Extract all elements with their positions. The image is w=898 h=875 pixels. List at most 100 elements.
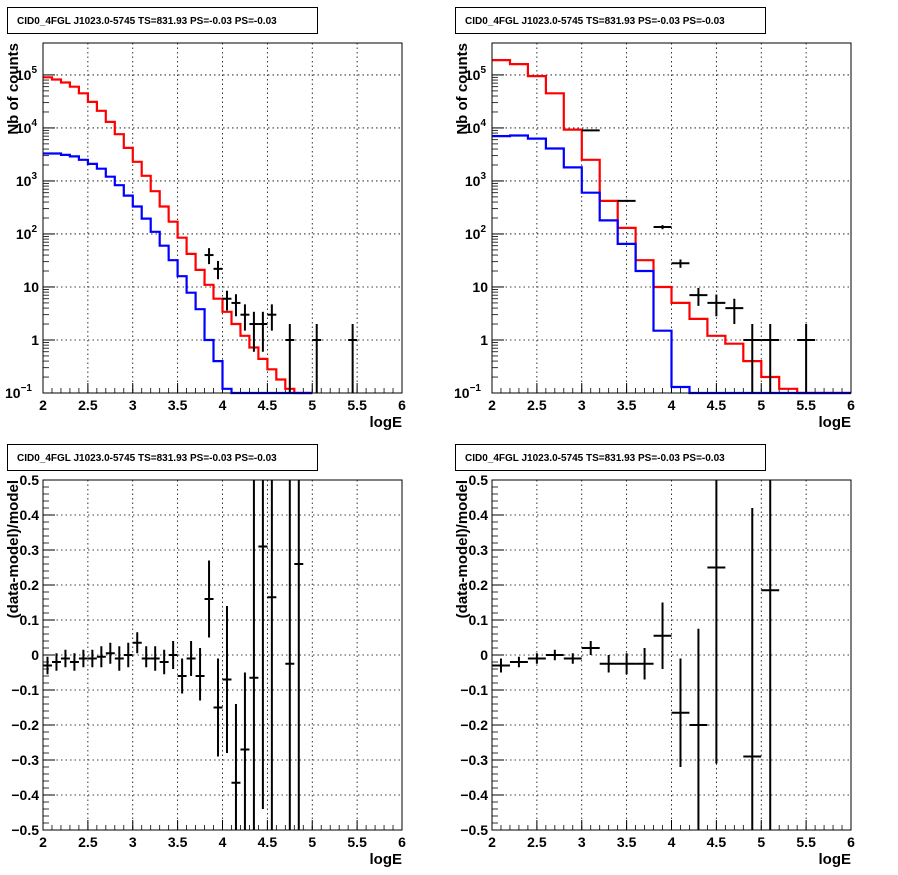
x-tick-label: 2.5 xyxy=(78,834,98,850)
data-point xyxy=(249,480,259,830)
x-tick-label: 4 xyxy=(668,397,676,413)
chart-title: CID0_4FGL J1023.0-5745 TS=831.93 PS=-0.0… xyxy=(465,16,725,27)
y-tick-label: 103 xyxy=(16,171,38,189)
data-point xyxy=(240,304,250,331)
x-tick-label: 3.5 xyxy=(617,834,637,850)
y-tick-label: −0.5 xyxy=(460,822,488,838)
y-tick-label: −0.1 xyxy=(460,682,488,698)
data-point xyxy=(617,653,636,675)
x-tick-label: 4 xyxy=(668,834,676,850)
y-tick-label: 102 xyxy=(16,224,38,242)
x-tick-label: 2 xyxy=(39,834,47,850)
y-axis-label: Nb of counts xyxy=(454,43,471,135)
model-total-histogram-line xyxy=(492,59,851,395)
chart-panel-2: CID0_4FGL J1023.0-5745 TS=831.93 PS=-0.0… xyxy=(454,7,855,431)
data-point xyxy=(671,259,690,268)
y-tick-label: 105 xyxy=(16,65,38,83)
x-tick-label: 3.5 xyxy=(168,397,188,413)
chart-title: CID0_4FGL J1023.0-5745 TS=831.93 PS=-0.0… xyxy=(17,16,277,27)
data-point xyxy=(653,225,672,230)
data-point xyxy=(285,324,295,393)
x-tick-label: 4.5 xyxy=(258,834,278,850)
data-point xyxy=(114,646,124,671)
x-tick-label: 2 xyxy=(488,834,496,850)
data-point xyxy=(761,324,780,393)
x-axis-label: logE xyxy=(370,414,403,431)
chart-title: CID0_4FGL J1023.0-5745 TS=831.93 PS=-0.0… xyxy=(17,453,277,464)
y-tick-label: 1 xyxy=(31,332,39,348)
data-point xyxy=(96,646,106,668)
model-source-histogram-line xyxy=(43,152,313,395)
data-point xyxy=(204,560,214,638)
data-point xyxy=(267,304,277,331)
plot-frame xyxy=(491,479,852,831)
y-tick-label: 0.1 xyxy=(469,612,489,628)
data-point xyxy=(743,324,762,393)
plot-frame xyxy=(42,42,403,394)
y-tick-label: 0.2 xyxy=(469,577,489,593)
x-tick-label: 4 xyxy=(219,834,227,850)
x-tick-label: 5.5 xyxy=(796,834,816,850)
data-point xyxy=(43,656,52,675)
model-total-histogram-line xyxy=(43,76,313,395)
x-tick-label: 2.5 xyxy=(78,397,98,413)
y-tick-label: 0.4 xyxy=(469,507,489,523)
x-axis-label: logE xyxy=(819,414,852,431)
data-point xyxy=(743,508,762,830)
x-tick-label: 5.5 xyxy=(347,834,367,850)
y-tick-label: −0.3 xyxy=(460,752,488,768)
chart-title-box xyxy=(7,7,318,34)
y-tick-label: −0.2 xyxy=(460,717,488,733)
data-point xyxy=(581,129,600,132)
chart-title-box xyxy=(455,444,766,471)
data-point xyxy=(159,649,169,675)
data-point xyxy=(707,480,726,764)
x-tick-label: 6 xyxy=(398,834,406,850)
x-tick-label: 4.5 xyxy=(258,397,278,413)
data-point xyxy=(617,199,636,203)
x-tick-label: 6 xyxy=(847,397,855,413)
data-point xyxy=(581,641,600,655)
y-tick-label: 10−1 xyxy=(5,383,32,401)
y-tick-label: 103 xyxy=(465,171,487,189)
data-point xyxy=(240,672,250,830)
data-point xyxy=(294,480,304,830)
data-point xyxy=(213,260,223,280)
data-point xyxy=(267,480,277,830)
data-point xyxy=(141,646,151,668)
y-tick-label: 10 xyxy=(23,279,39,295)
y-tick-label: 0.5 xyxy=(469,472,489,488)
y-axis-label: (data-model)/model xyxy=(454,480,471,618)
data-point xyxy=(797,324,816,393)
data-point xyxy=(195,648,205,701)
chart-panel-4: CID0_4FGL J1023.0-5745 TS=831.93 PS=-0.0… xyxy=(454,444,855,868)
x-axis-label: logE xyxy=(819,851,852,868)
x-tick-label: 5 xyxy=(757,397,765,413)
data-point xyxy=(87,649,97,668)
y-tick-label: −0.4 xyxy=(11,787,39,803)
x-tick-label: 6 xyxy=(847,834,855,850)
plot-frame xyxy=(491,42,852,394)
y-tick-label: 0.1 xyxy=(20,612,40,628)
y-tick-label: −0.3 xyxy=(11,752,39,768)
data-point xyxy=(509,656,528,668)
y-tick-label: 104 xyxy=(16,118,38,136)
panels-container: CID0_4FGL J1023.0-5745 TS=831.93 PS=-0.0… xyxy=(5,7,855,868)
data-point xyxy=(312,324,322,393)
y-tick-label: 102 xyxy=(465,224,487,242)
data-point xyxy=(51,653,61,671)
chart-title-box xyxy=(7,444,318,471)
x-tick-label: 5.5 xyxy=(347,397,367,413)
x-tick-label: 6 xyxy=(398,397,406,413)
x-tick-label: 4.5 xyxy=(707,397,727,413)
data-point xyxy=(222,290,232,311)
data-point xyxy=(689,287,708,306)
y-tick-label: 105 xyxy=(465,65,487,83)
data-point xyxy=(653,602,672,669)
x-tick-label: 2.5 xyxy=(527,397,547,413)
y-tick-label: −0.4 xyxy=(460,787,488,803)
y-tick-label: 0 xyxy=(31,647,39,663)
data-point xyxy=(231,704,241,830)
y-tick-label: 0.3 xyxy=(469,542,489,558)
